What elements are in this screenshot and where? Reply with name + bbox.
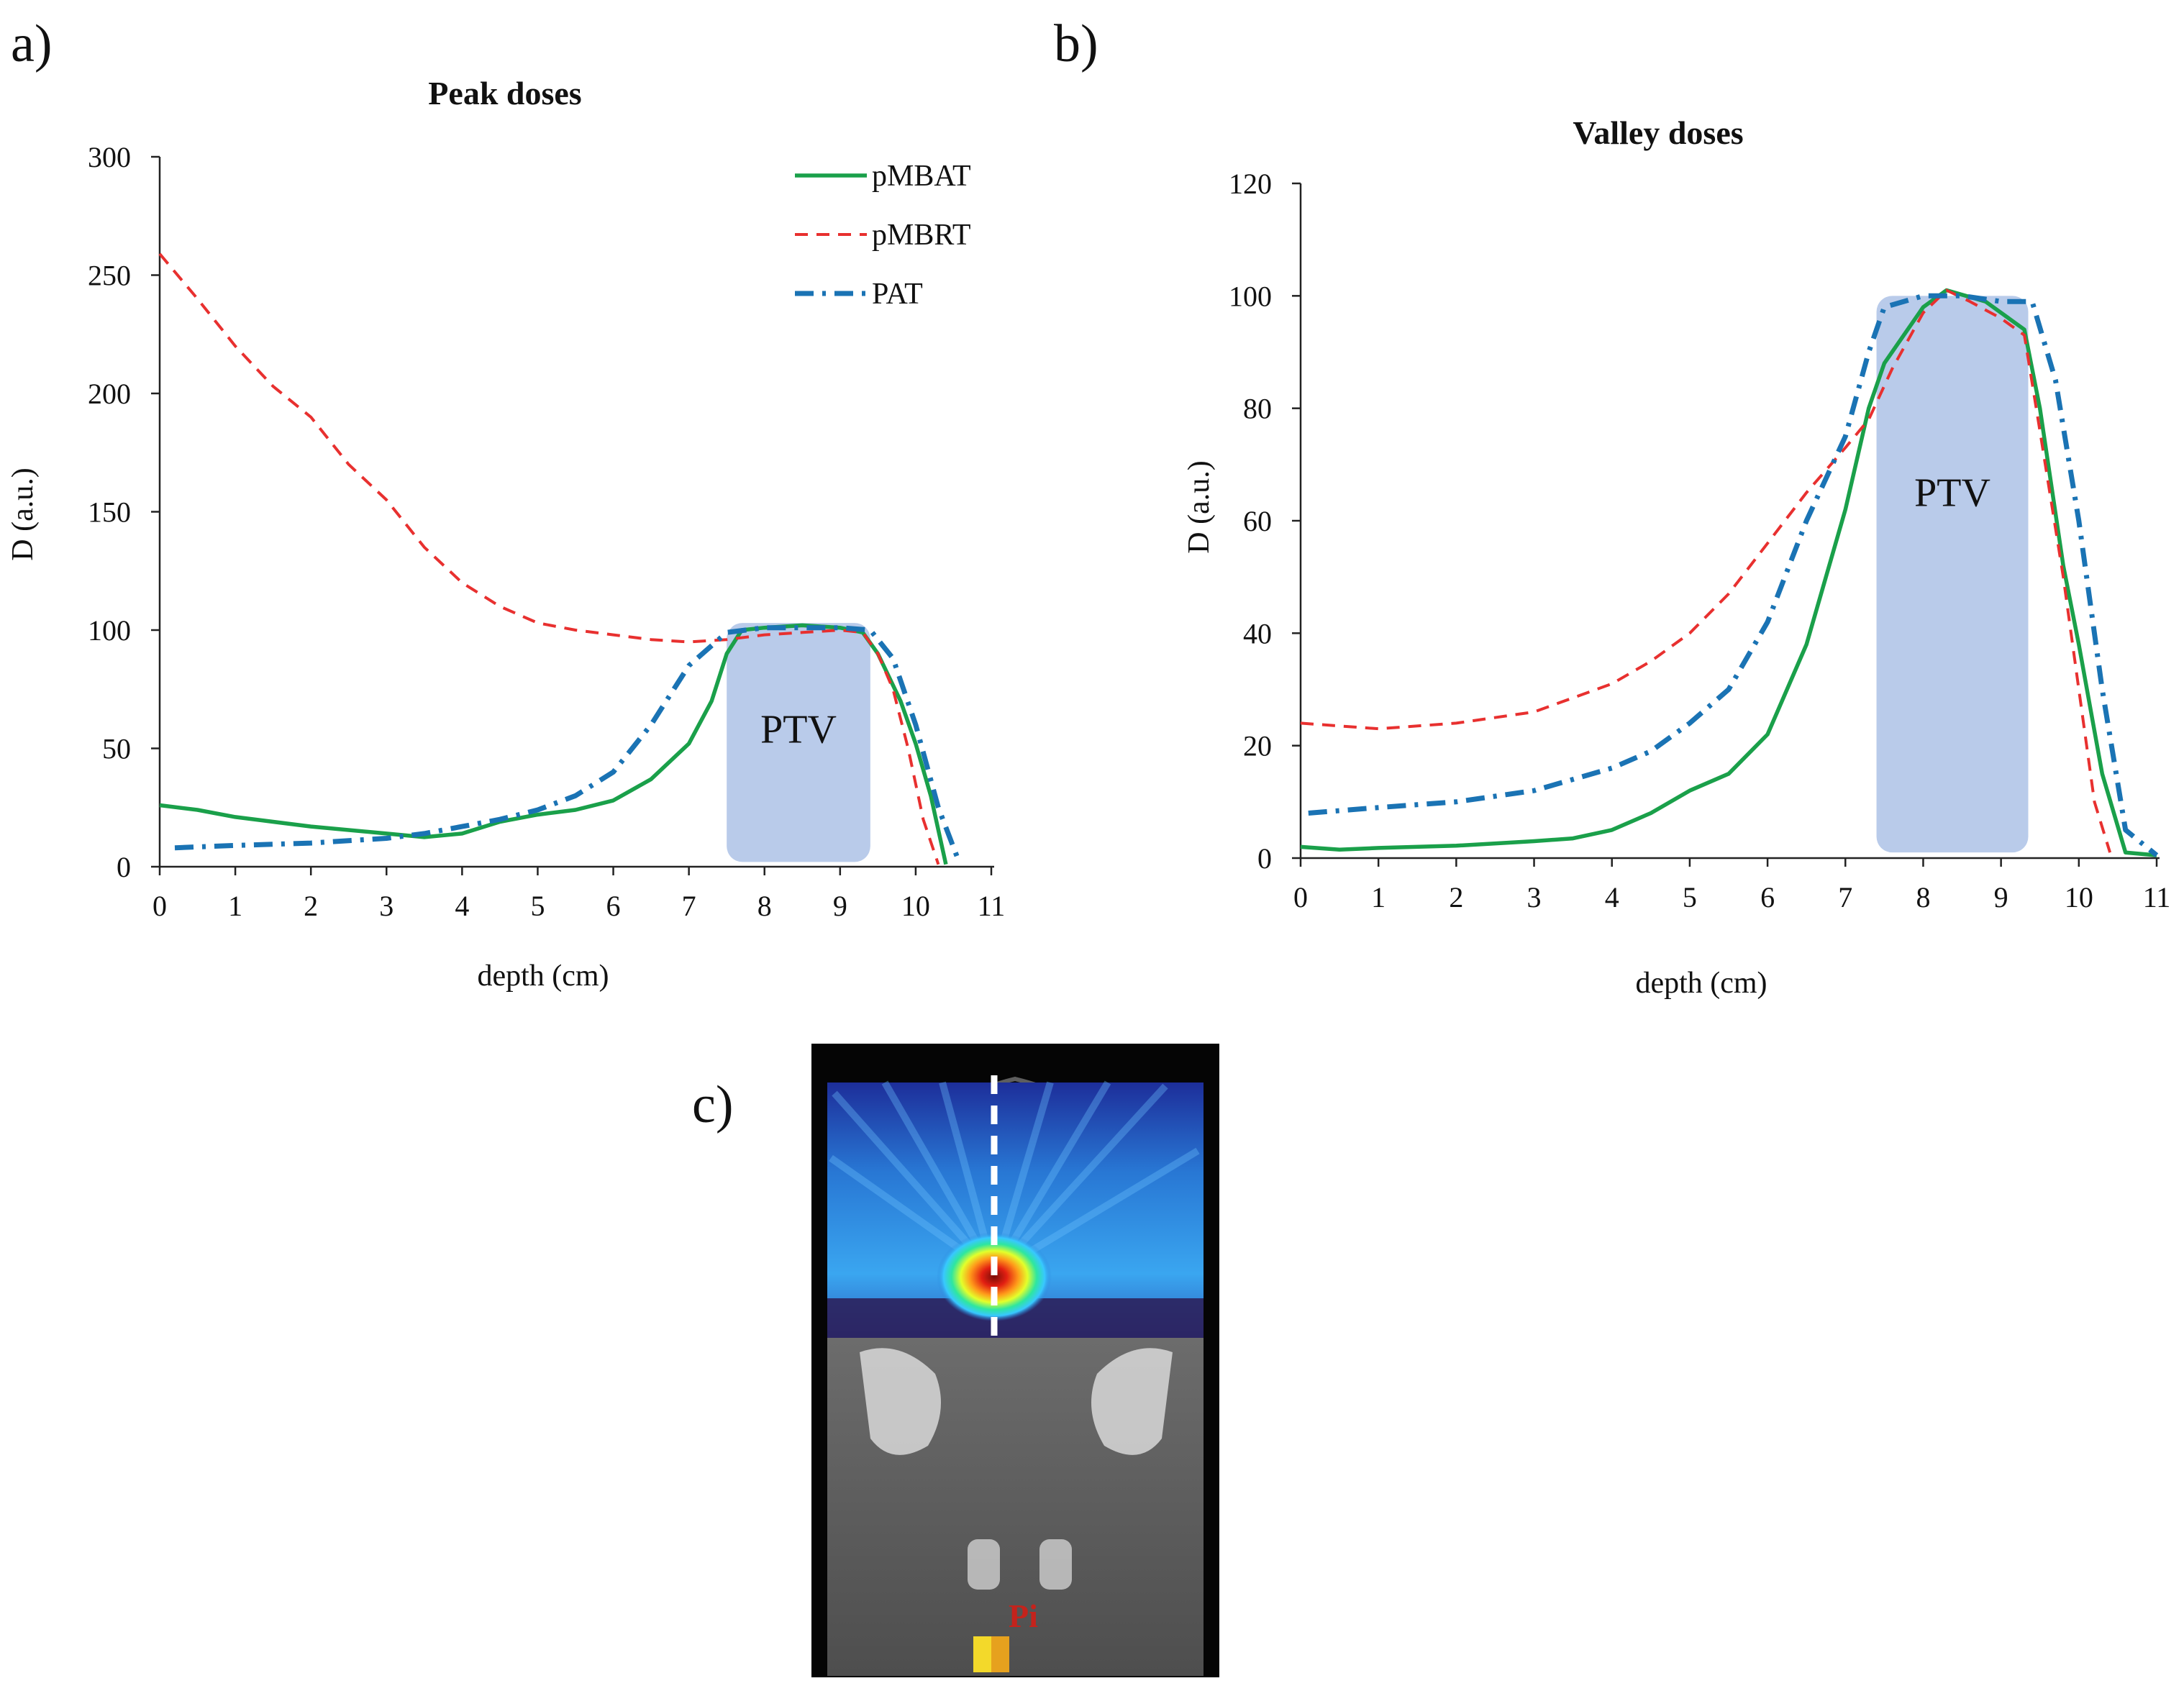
y-axis-label: D (a.u.)	[1183, 460, 1216, 553]
chart-valley-doses: Valley doses PTV 0 1 2 3 4 5 6 7 8 9 10 11 0 20 40 60 8…	[1183, 114, 2170, 1000]
ct-vertebra	[968, 1539, 1000, 1590]
ptv-label: PTV	[1914, 470, 1990, 515]
ct-temporal-bones	[860, 1348, 1173, 1455]
x-tick-label: 2	[1449, 881, 1463, 913]
y-ticks: 0 50 100 150 200 250 300	[88, 141, 160, 883]
chart-title: Peak doses	[428, 75, 581, 111]
legend: pMBAT pMBRT PAT	[795, 160, 971, 311]
x-axis-label: depth (cm)	[1635, 967, 1767, 1000]
y-tick-label: 100	[1229, 280, 1272, 312]
ptv-region-group: PTV	[1876, 296, 2029, 853]
panel-label-c: c)	[692, 1075, 734, 1134]
panel-label-b: b)	[1054, 14, 1098, 73]
y-tick-label: 80	[1243, 393, 1272, 425]
y-tick-label: 0	[1257, 842, 1272, 875]
x-tick-label: 7	[682, 890, 696, 922]
x-axis-label: depth (cm)	[477, 960, 609, 993]
series-line-pmbrt	[1300, 288, 2112, 853]
x-tick-label: 10	[2065, 881, 2093, 913]
y-tick-label: 120	[1229, 168, 1272, 200]
series-line-pat	[1308, 293, 2159, 857]
ct-dose-image: Pi	[811, 1044, 1219, 1677]
ct-marker-orange	[991, 1636, 1009, 1672]
y-axis-label: D (a.u.)	[6, 468, 40, 560]
x-tick-label: 8	[1916, 881, 1930, 913]
x-tick-label: 7	[1838, 881, 1852, 913]
series-line-pmbat	[1300, 288, 2157, 857]
x-tick-label: 2	[304, 890, 318, 922]
y-ticks: 0 20 40 60 80 100 120	[1229, 168, 1301, 875]
chart-title: Valley doses	[1573, 114, 1743, 151]
x-tick-label: 11	[2143, 881, 2171, 913]
ct-vertebra	[1039, 1539, 1072, 1590]
series-group	[1300, 288, 2159, 857]
x-tick-label: 0	[153, 890, 167, 922]
series-line-pmbrt	[158, 252, 940, 865]
ct-overlay-label: Pi	[1009, 1597, 1038, 1634]
y-tick-label: 60	[1243, 505, 1272, 537]
ct-bone-left	[860, 1348, 941, 1455]
x-tick-label: 5	[530, 890, 545, 922]
x-tick-label: 1	[1371, 881, 1386, 913]
ct-vertebrae	[968, 1539, 1072, 1590]
x-tick-label: 6	[1760, 881, 1775, 913]
ptv-region-group: PTV	[727, 623, 870, 862]
ptv-region	[727, 623, 870, 862]
x-tick-label: 11	[978, 890, 1006, 922]
ct-marker-yellow	[973, 1636, 991, 1672]
y-tick-label: 50	[102, 733, 131, 765]
x-tick-label: 3	[379, 890, 393, 922]
x-tick-label: 0	[1293, 881, 1308, 913]
series-line-pat	[174, 625, 960, 859]
x-tick-label: 9	[1994, 881, 2008, 913]
x-tick-label: 1	[228, 890, 242, 922]
x-tick-label: 5	[1683, 881, 1697, 913]
panel-label-a: a)	[11, 14, 53, 73]
y-tick-label: 40	[1243, 617, 1272, 649]
y-tick-label: 200	[88, 378, 131, 410]
x-tick-label: 10	[901, 890, 930, 922]
legend-label-pmbrt: pMBRT	[872, 219, 971, 252]
series-group	[158, 252, 960, 865]
x-tick-label: 8	[757, 890, 772, 922]
x-tick-label: 3	[1527, 881, 1542, 913]
legend-label-pmbat: pMBAT	[872, 160, 971, 193]
chart-peak-doses: Peak doses PTV 0 1 2 3 4 5 6 7 8 9 10 11 0 50 100 150 2…	[6, 75, 1005, 993]
y-tick-label: 20	[1243, 730, 1272, 762]
y-tick-label: 100	[88, 614, 131, 647]
x-tick-label: 4	[455, 890, 469, 922]
dose-hotspot	[937, 1232, 1052, 1321]
x-ticks: 0 1 2 3 4 5 6 7 8 9 10 11	[1293, 858, 2170, 913]
y-tick-label: 150	[88, 496, 131, 529]
y-tick-label: 0	[117, 851, 131, 883]
legend-label-pat: PAT	[872, 278, 923, 311]
x-tick-label: 6	[606, 890, 621, 922]
x-tick-label: 9	[833, 890, 847, 922]
x-ticks: 0 1 2 3 4 5 6 7 8 9 10 11	[153, 867, 1005, 922]
ptv-region	[1876, 296, 2029, 853]
y-tick-label: 300	[88, 141, 131, 173]
ct-bone-right	[1091, 1348, 1173, 1455]
ptv-label: PTV	[760, 707, 837, 752]
y-tick-label: 250	[88, 260, 131, 292]
x-tick-label: 4	[1605, 881, 1619, 913]
